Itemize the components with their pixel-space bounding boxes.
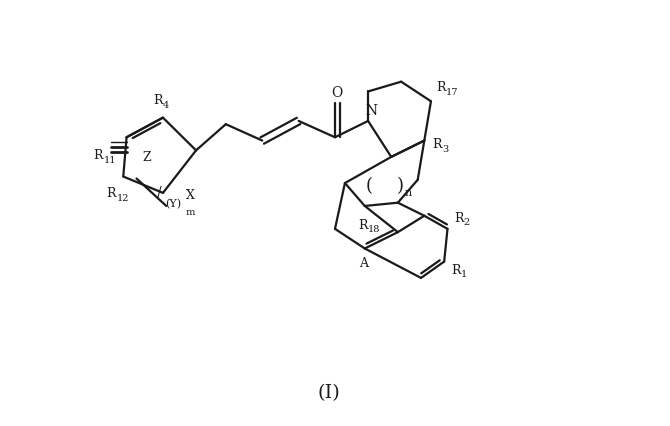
Text: Z: Z: [142, 151, 151, 164]
Text: R: R: [153, 94, 163, 107]
Text: R: R: [451, 263, 460, 276]
Text: (I): (I): [317, 383, 340, 401]
Text: R: R: [107, 187, 116, 200]
Text: n: n: [404, 187, 411, 197]
Text: R: R: [432, 138, 442, 151]
Text: 3: 3: [442, 144, 448, 153]
Text: N: N: [365, 104, 377, 118]
Text: R: R: [454, 211, 464, 224]
Text: 18: 18: [368, 225, 380, 234]
Text: 2: 2: [464, 218, 470, 227]
Text: (Y): (Y): [165, 198, 181, 208]
Text: X: X: [186, 188, 195, 201]
Text: 4: 4: [163, 101, 169, 110]
Text: (: (: [366, 177, 373, 195]
Text: R: R: [94, 149, 103, 162]
Text: 1: 1: [460, 270, 466, 279]
Text: m: m: [186, 207, 196, 216]
Text: R: R: [436, 81, 446, 94]
Text: O: O: [332, 86, 342, 100]
Text: 17: 17: [446, 88, 458, 97]
Text: A: A: [359, 257, 368, 270]
Text: R: R: [358, 218, 368, 231]
Text: 12: 12: [117, 193, 130, 202]
Text: /: /: [157, 185, 162, 199]
Text: 11: 11: [104, 155, 117, 164]
Text: ): ): [397, 177, 403, 195]
